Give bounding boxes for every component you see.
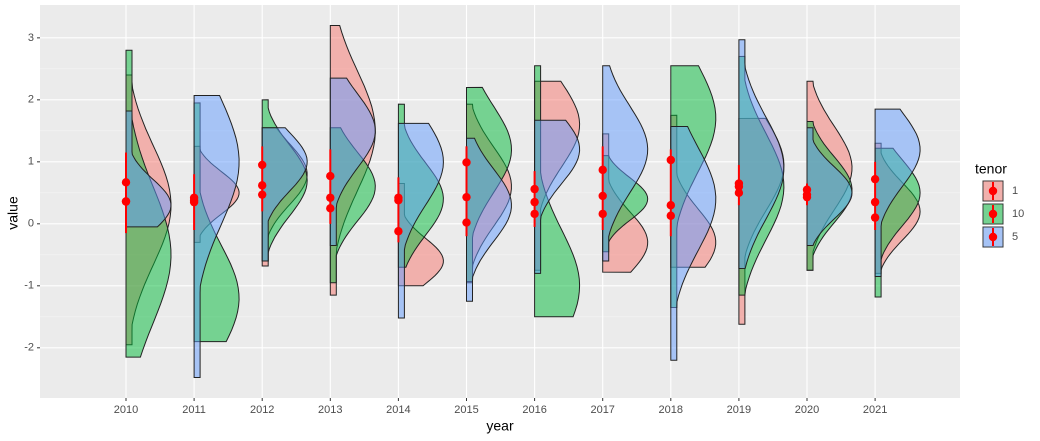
point (598, 191, 607, 201)
point (734, 188, 744, 198)
point (734, 182, 744, 191)
point (530, 197, 539, 207)
point (462, 192, 471, 202)
violin (806, 127, 853, 247)
legend-point (988, 232, 998, 242)
x-tick-label: 2010 (114, 404, 138, 416)
legend-label: 10 (1012, 208, 1024, 220)
point (258, 190, 267, 199)
y-tick-label: 3 (28, 32, 34, 44)
point (598, 165, 607, 175)
point (326, 193, 335, 202)
x-tick-label: 2020 (795, 404, 819, 416)
point (666, 155, 675, 165)
violin (670, 125, 717, 361)
x-tick-label: 2019 (727, 404, 751, 416)
x-tick-label: 2013 (318, 404, 342, 416)
point (121, 178, 131, 187)
point (870, 213, 880, 222)
violin (261, 127, 308, 262)
point (462, 158, 471, 167)
violin (193, 94, 240, 379)
point (394, 227, 403, 236)
point (530, 209, 539, 219)
x-axis-label: year (486, 418, 514, 434)
violin (738, 39, 785, 269)
point (258, 181, 267, 190)
violin (874, 108, 921, 278)
point (326, 204, 335, 213)
x-tick-label: 2014 (386, 404, 410, 416)
point (666, 211, 675, 220)
violin (125, 110, 172, 228)
point (802, 192, 812, 202)
point (462, 218, 471, 227)
x-tick-label: 2016 (522, 404, 546, 416)
violin (602, 65, 649, 262)
point (121, 197, 131, 206)
point (326, 171, 335, 181)
violin (466, 137, 512, 302)
y-tick-label: 0 (28, 218, 34, 230)
point (189, 196, 199, 205)
y-tick-label: -1 (24, 280, 34, 292)
violin (329, 77, 376, 247)
y-axis-label: value (5, 196, 21, 230)
point (258, 160, 267, 170)
point (598, 209, 607, 219)
legend-title: tenor (975, 161, 1007, 177)
legend-point (988, 209, 998, 219)
violin (397, 122, 444, 319)
legend-label: 5 (1012, 231, 1018, 243)
y-tick-label: 2 (28, 94, 34, 106)
point (394, 196, 403, 205)
violin (534, 119, 581, 274)
x-tick-label: 2018 (659, 404, 683, 416)
point (530, 184, 539, 194)
point (870, 197, 880, 207)
x-tick-label: 2011 (182, 404, 206, 416)
point (870, 174, 880, 184)
x-tick-label: 2015 (454, 404, 478, 416)
marks (121, 24, 921, 379)
y-tick-label: 1 (28, 156, 34, 168)
point (666, 201, 675, 210)
x-tick-label: 2017 (590, 404, 614, 416)
x-tick-label: 2021 (863, 404, 887, 416)
x-tick-label: 2012 (250, 404, 274, 416)
y-tick-label: -2 (24, 342, 34, 354)
legend-point (988, 186, 998, 196)
legend-label: 1 (1012, 185, 1018, 197)
